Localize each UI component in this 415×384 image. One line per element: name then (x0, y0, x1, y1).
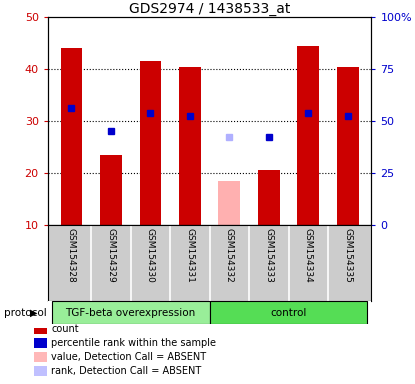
Text: value, Detection Call = ABSENT: value, Detection Call = ABSENT (51, 352, 206, 362)
Text: rank, Detection Call = ABSENT: rank, Detection Call = ABSENT (51, 366, 201, 376)
Bar (34, 338, 47, 348)
Text: GSM154334: GSM154334 (304, 228, 313, 283)
Text: GSM154328: GSM154328 (67, 228, 76, 283)
Text: GSM154332: GSM154332 (225, 228, 234, 283)
Text: GSM154335: GSM154335 (343, 228, 352, 283)
Bar (34, 324, 47, 334)
Text: GSM154329: GSM154329 (106, 228, 115, 283)
Text: GSM154330: GSM154330 (146, 228, 155, 283)
Bar (34, 352, 47, 362)
Bar (210, 301, 367, 324)
Text: TGF-beta overexpression: TGF-beta overexpression (66, 308, 196, 318)
Text: count: count (51, 324, 79, 334)
Bar (337, 66, 359, 225)
Bar (218, 180, 240, 225)
Bar (258, 170, 280, 225)
Bar (61, 48, 82, 225)
Title: GDS2974 / 1438533_at: GDS2974 / 1438533_at (129, 2, 290, 16)
Text: GSM154333: GSM154333 (264, 228, 273, 283)
Bar (139, 61, 161, 225)
Text: ▶: ▶ (30, 308, 37, 318)
Bar (34, 366, 47, 376)
Bar (298, 46, 319, 225)
Text: GSM154331: GSM154331 (186, 228, 194, 283)
Text: percentile rank within the sample: percentile rank within the sample (51, 338, 216, 348)
Text: control: control (270, 308, 307, 318)
Bar (52, 301, 210, 324)
Bar (100, 155, 122, 225)
Bar (179, 66, 201, 225)
Text: protocol: protocol (4, 308, 47, 318)
